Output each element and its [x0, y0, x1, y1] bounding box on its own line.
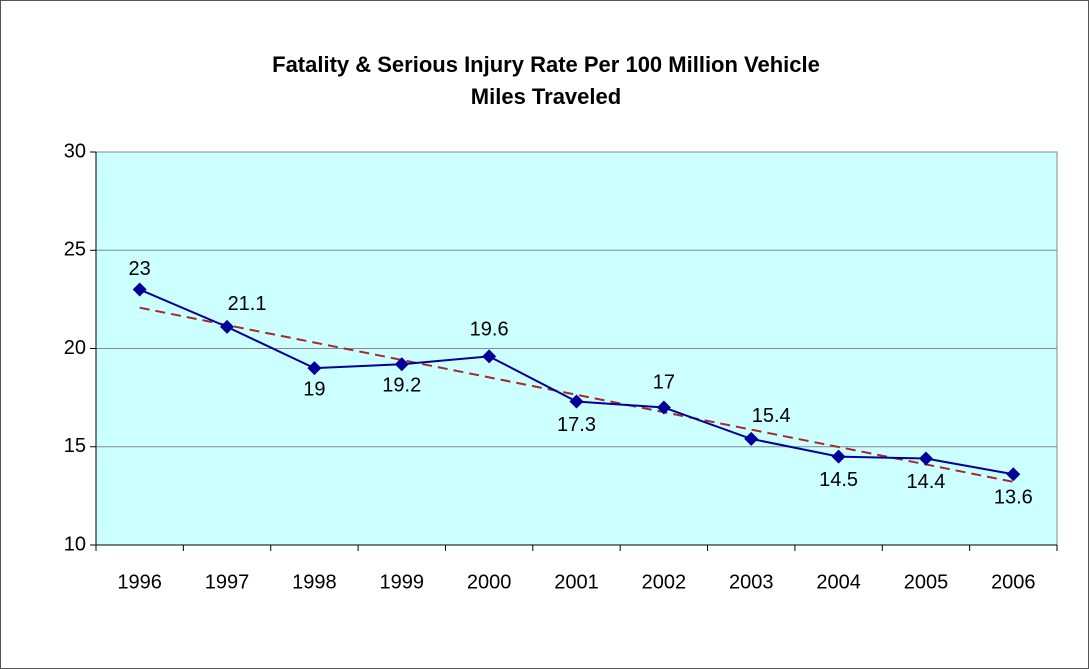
x-tick-label: 1999	[380, 571, 425, 593]
x-tick-label: 2003	[729, 571, 774, 593]
data-point	[220, 319, 235, 334]
x-tick-label: 1998	[292, 571, 337, 593]
x-tick-label: 1996	[117, 571, 162, 593]
x-tick-label: 2006	[991, 571, 1036, 593]
x-tick-label: 1997	[205, 571, 250, 593]
x-tick-label: 2004	[816, 571, 861, 593]
data-point	[482, 349, 497, 364]
data-label: 14.5	[819, 469, 858, 491]
data-point	[831, 449, 846, 464]
y-tick-label: 25	[64, 239, 86, 261]
data-point	[394, 357, 409, 372]
data-label: 17.3	[557, 414, 596, 436]
x-tick-label: 2002	[642, 571, 687, 593]
data-label: 23	[129, 258, 151, 280]
y-tick-label: 20	[64, 337, 86, 359]
x-tick-label: 2005	[904, 571, 949, 593]
y-tick-label: 15	[64, 435, 86, 457]
data-point	[569, 394, 584, 409]
data-label: 13.6	[994, 487, 1033, 509]
chart-title: Miles Traveled	[471, 84, 621, 109]
data-point	[132, 282, 147, 297]
y-tick-label: 10	[64, 533, 86, 555]
data-label: 19	[303, 378, 325, 400]
data-point	[1006, 467, 1021, 482]
data-point	[656, 400, 671, 415]
data-label: 17	[653, 372, 675, 394]
x-tick-label: 2000	[467, 571, 512, 593]
chart-title: Fatality & Serious Injury Rate Per 100 M…	[272, 52, 820, 77]
data-point	[918, 451, 933, 466]
data-point	[307, 361, 322, 376]
y-tick-label: 30	[64, 140, 86, 162]
data-label: 19.2	[382, 375, 421, 397]
data-label: 14.4	[906, 471, 945, 493]
data-point	[744, 431, 759, 446]
data-label: 21.1	[228, 293, 267, 315]
data-label: 19.6	[470, 319, 509, 341]
trend-line	[139, 306, 1014, 483]
x-tick-label: 2001	[554, 571, 599, 593]
data-label: 15.4	[752, 405, 791, 427]
